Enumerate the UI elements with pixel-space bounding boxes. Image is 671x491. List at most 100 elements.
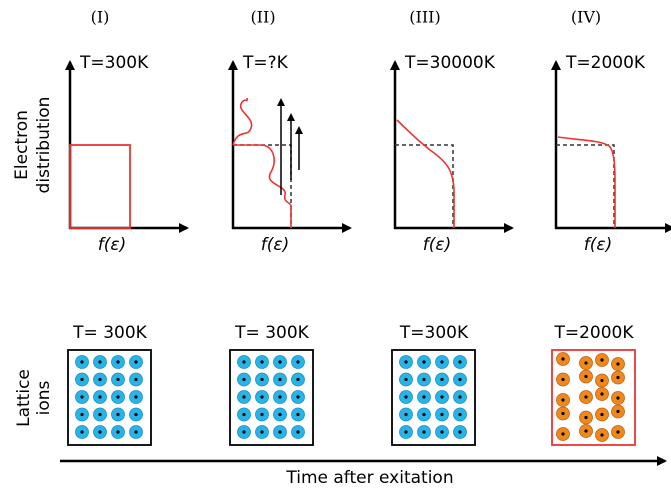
ion-core: [80, 360, 83, 363]
ion-core: [260, 360, 263, 363]
ion-core: [422, 413, 425, 416]
electron-temp: T=300K: [79, 53, 149, 73]
ion-core: [584, 429, 587, 432]
ion-core: [296, 360, 299, 363]
ion-core: [616, 430, 619, 433]
distribution: [70, 145, 130, 228]
axis-label: f(ε): [98, 235, 126, 255]
lattice-temp: T= 300K: [72, 323, 147, 343]
ion-core: [260, 378, 263, 381]
ion-core: [278, 430, 281, 433]
excited-electrons: [233, 98, 252, 145]
ion-core: [260, 430, 263, 433]
electron-label: distribution: [34, 97, 54, 194]
ion-core: [242, 395, 245, 398]
ion-core: [440, 413, 443, 416]
ion-core: [440, 395, 443, 398]
ion-core: [584, 361, 587, 364]
ion-core: [561, 432, 564, 435]
lattice-temp: T=300K: [399, 323, 469, 343]
ion-core: [242, 413, 245, 416]
ion-core: [98, 430, 101, 433]
ion-core: [116, 430, 119, 433]
axis-label: f(ε): [261, 235, 289, 255]
ion-core: [134, 360, 137, 363]
ion-core: [440, 430, 443, 433]
ion-core: [458, 413, 461, 416]
ion-core: [296, 430, 299, 433]
lattice-label: Lattice: [14, 369, 34, 427]
electron-temp: T=?K: [242, 53, 289, 73]
ion-core: [98, 413, 101, 416]
time-label: Time after exitation: [285, 468, 453, 488]
ion-core: [404, 360, 407, 363]
electron-temp: T=2000K: [565, 53, 646, 73]
ion-core: [260, 413, 263, 416]
ion-core: [134, 413, 137, 416]
ion-core: [440, 378, 443, 381]
ion-core: [600, 379, 603, 382]
ion-core: [296, 378, 299, 381]
ion-core: [116, 360, 119, 363]
ion-core: [458, 360, 461, 363]
ion-core: [616, 362, 619, 365]
diagram: Electron distribution Lattice ions Time …: [0, 0, 671, 491]
ion-core: [422, 378, 425, 381]
ion-core: [134, 430, 137, 433]
ion-core: [561, 398, 564, 401]
ion-core: [98, 395, 101, 398]
panel-label: (II): [250, 8, 275, 27]
electron-label: Electron: [12, 110, 32, 180]
ion-core: [260, 395, 263, 398]
ion-core: [422, 430, 425, 433]
ion-core: [296, 395, 299, 398]
ion-core: [616, 396, 619, 399]
lattice-temp: T= 300K: [234, 323, 309, 343]
ion-core: [440, 360, 443, 363]
ion-core: [600, 433, 603, 436]
distribution: [558, 137, 615, 228]
ion-core: [422, 395, 425, 398]
lattice-label: ions: [34, 380, 54, 415]
ion-core: [600, 392, 603, 395]
ion-core: [242, 378, 245, 381]
ion-core: [561, 412, 564, 415]
ion-core: [561, 357, 564, 360]
ion-core: [584, 395, 587, 398]
ion-core: [278, 378, 281, 381]
ion-core: [242, 430, 245, 433]
ion-core: [278, 395, 281, 398]
panel-label: (IV): [571, 8, 601, 27]
ion-core: [296, 413, 299, 416]
panel-label: (I): [91, 8, 110, 27]
ion-core: [584, 375, 587, 378]
axis-label: f(ε): [584, 235, 612, 255]
lattice-temp: T=2000K: [553, 323, 634, 343]
ion-core: [616, 410, 619, 413]
ion-core: [80, 413, 83, 416]
ion-core: [98, 360, 101, 363]
ion-core: [600, 413, 603, 416]
ion-core: [134, 378, 137, 381]
ion-core: [404, 395, 407, 398]
reference-box: [233, 145, 291, 228]
electron-temp: T=30000K: [404, 53, 496, 73]
ion-core: [404, 378, 407, 381]
ion-core: [116, 378, 119, 381]
ion-core: [278, 413, 281, 416]
ion-core: [116, 413, 119, 416]
ion-core: [116, 395, 119, 398]
axis-label: f(ε): [423, 235, 451, 255]
ion-core: [80, 378, 83, 381]
ion-core: [458, 395, 461, 398]
ion-core: [404, 413, 407, 416]
ion-core: [80, 430, 83, 433]
ion-core: [404, 430, 407, 433]
ion-core: [134, 395, 137, 398]
ion-core: [278, 360, 281, 363]
panel-label: (III): [409, 8, 440, 27]
ion-core: [422, 360, 425, 363]
ion-core: [584, 416, 587, 419]
distribution: [233, 145, 291, 228]
ion-core: [561, 378, 564, 381]
